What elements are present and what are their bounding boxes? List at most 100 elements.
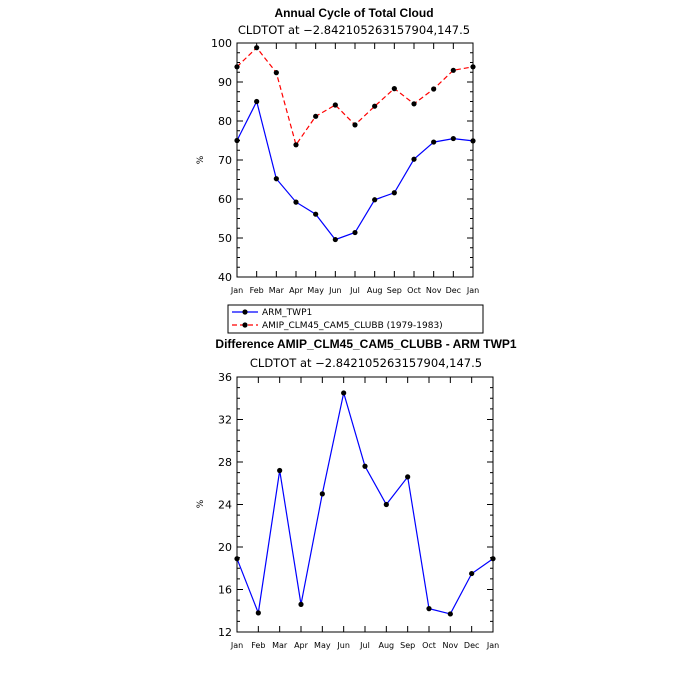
y-axis-label: %	[196, 155, 206, 164]
y-tick-label: 28	[218, 456, 232, 469]
x-tick-label: Jun	[336, 641, 350, 650]
series-group	[234, 45, 476, 243]
x-tick-label: Apr	[289, 286, 304, 295]
legend: ARM_TWP1 AMIP_CLM45_CAM5_CLUBB (1979-198…	[227, 304, 484, 334]
chart-subtitle: CLDTOT at −2.842105263157904,147.5	[250, 356, 482, 370]
data-point	[293, 199, 299, 205]
data-point	[431, 139, 437, 145]
plot-frame	[236, 376, 494, 633]
data-point	[470, 138, 476, 144]
data-point	[426, 606, 432, 612]
data-point	[234, 137, 240, 144]
y-tick-label: 100	[211, 37, 232, 50]
data-point	[313, 211, 319, 217]
data-point	[352, 122, 358, 128]
x-tick-label: Aug	[367, 286, 383, 295]
x-tick-label: Feb	[250, 286, 264, 295]
data-point	[293, 142, 299, 148]
x-tick-label: Feb	[251, 641, 265, 650]
data-point	[298, 601, 304, 607]
x-tick-label: Oct	[422, 641, 436, 650]
y-tick-label: 24	[218, 499, 232, 512]
data-point	[391, 86, 397, 92]
legend-label-model: AMIP_CLM45_CAM5_CLUBB (1979-1983)	[262, 321, 443, 331]
data-point	[450, 135, 456, 142]
data-point	[332, 102, 338, 108]
legend-label-arm: ARM_TWP1	[262, 308, 312, 318]
data-point	[405, 474, 411, 480]
y-tick-label: 16	[218, 584, 232, 597]
legend-marker-model	[242, 322, 248, 328]
x-tick-label: Dec	[464, 641, 479, 650]
data-point	[273, 176, 279, 182]
x-tick-label: Jul	[349, 286, 360, 295]
x-tick-label: Jan	[486, 641, 499, 650]
x-tick-label: Jan	[466, 286, 479, 295]
panel-difference: Difference AMIP_CLM45_CAM5_CLUBB - ARM T…	[196, 337, 517, 650]
legend-box	[227, 304, 484, 334]
series-line-0	[236, 99, 474, 241]
plot-frame	[236, 42, 474, 278]
y-tick-label: 20	[218, 541, 232, 554]
x-tick-label: Jan	[230, 641, 243, 650]
x-tick-label: May	[307, 286, 324, 295]
data-point	[234, 556, 240, 562]
data-point	[447, 611, 453, 617]
x-tick-label: Nov	[443, 641, 459, 650]
y-tick-label: 80	[218, 115, 232, 128]
data-point	[431, 86, 437, 92]
data-point	[383, 501, 389, 508]
y-tick-label: 40	[218, 271, 232, 284]
data-point	[273, 70, 279, 76]
x-tick-label: Jan	[230, 286, 243, 295]
data-point	[450, 67, 456, 73]
chart-title: Annual Cycle of Total Cloud	[274, 6, 433, 20]
data-point	[254, 45, 260, 51]
x-tick-label: Jun	[328, 286, 342, 295]
data-point	[234, 64, 240, 70]
series-line-0	[236, 392, 494, 616]
data-point	[352, 229, 358, 236]
data-point	[254, 98, 260, 105]
y-tick-label: 12	[218, 626, 232, 639]
y-tick-label: 70	[218, 154, 232, 167]
y-tick-label: 90	[218, 76, 232, 89]
legend-marker-arm	[242, 309, 248, 315]
data-point	[332, 236, 338, 243]
data-point	[490, 556, 496, 562]
data-point	[313, 113, 319, 119]
y-axis-label: %	[196, 499, 206, 508]
series-line-1	[236, 46, 474, 147]
series-group	[234, 390, 496, 617]
x-tick-label: Sep	[387, 286, 402, 295]
x-tick-label: Nov	[426, 286, 442, 295]
data-point	[362, 463, 368, 469]
axes: 12 16 20 24 28 32 36 Jan Feb Mar Apr May Jun Jul Aug Se…	[218, 371, 499, 650]
data-point	[411, 101, 417, 107]
axes: 40 50 60 70 80 90 100 Jan Feb Mar Apr May Jun Jul Aug S…	[211, 37, 479, 295]
x-tick-label: Oct	[407, 286, 421, 295]
x-tick-label: Apr	[294, 641, 309, 650]
data-point	[277, 467, 283, 474]
x-tick-label: Aug	[379, 641, 395, 650]
data-point	[319, 491, 325, 497]
y-tick-label: 60	[218, 193, 232, 206]
y-tick-label: 50	[218, 232, 232, 245]
data-point	[469, 570, 475, 577]
data-point	[372, 103, 378, 109]
x-tick-label: Sep	[400, 641, 415, 650]
x-tick-label: Dec	[446, 286, 461, 295]
x-tick-label: Mar	[269, 286, 285, 295]
x-tick-label: May	[314, 641, 331, 650]
chart-subtitle: CLDTOT at −2.842105263157904,147.5	[238, 23, 470, 37]
y-tick-label: 36	[218, 371, 232, 384]
data-point	[341, 390, 347, 396]
data-point	[372, 197, 378, 203]
data-point	[470, 64, 476, 70]
x-tick-label: Mar	[272, 641, 288, 650]
chart-title: Difference AMIP_CLM45_CAM5_CLUBB - ARM T…	[215, 337, 516, 351]
panel-annual-cycle: Annual Cycle of Total Cloud CLDTOT at −2…	[196, 6, 484, 334]
data-point	[391, 190, 397, 196]
y-tick-label: 32	[218, 414, 232, 427]
